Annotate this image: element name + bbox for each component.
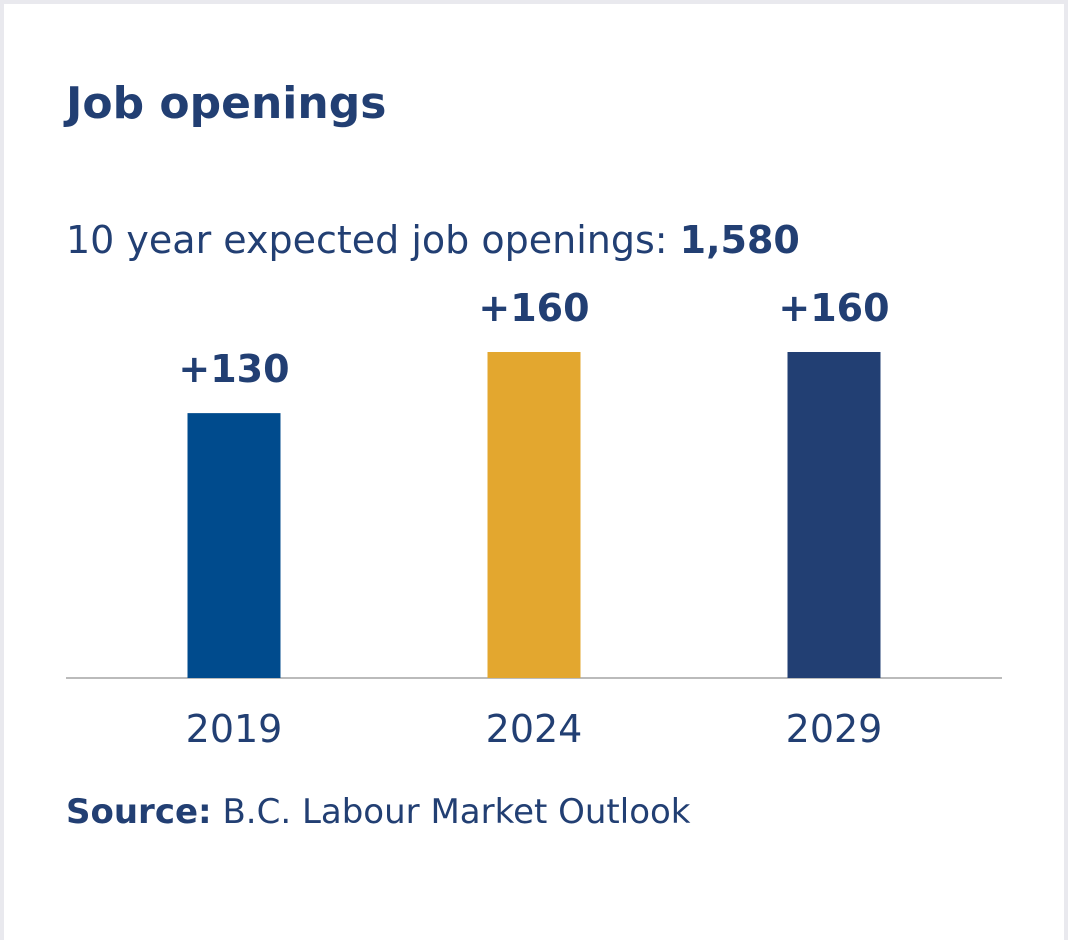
bar bbox=[487, 352, 581, 678]
chart-title: Job openings bbox=[63, 78, 386, 129]
bar bbox=[187, 413, 281, 678]
subtitle-text: 10 year expected job openings: bbox=[66, 218, 668, 262]
x-tick-label: 2029 bbox=[786, 707, 883, 751]
value-label: +160 bbox=[778, 286, 889, 330]
value-label: +130 bbox=[178, 347, 289, 391]
source-label: Source: bbox=[66, 792, 212, 832]
x-tick-label: 2019 bbox=[186, 707, 283, 751]
chart-subtitle: 10 year expected job openings: 1,580 bbox=[66, 218, 800, 262]
bar bbox=[787, 352, 881, 678]
source-note: Source: B.C. Labour Market Outlook bbox=[66, 792, 691, 832]
value-label: +160 bbox=[478, 286, 589, 330]
source-text: B.C. Labour Market Outlook bbox=[222, 792, 690, 832]
x-tick-label: 2024 bbox=[486, 707, 583, 751]
subtitle-value: 1,580 bbox=[680, 218, 800, 262]
